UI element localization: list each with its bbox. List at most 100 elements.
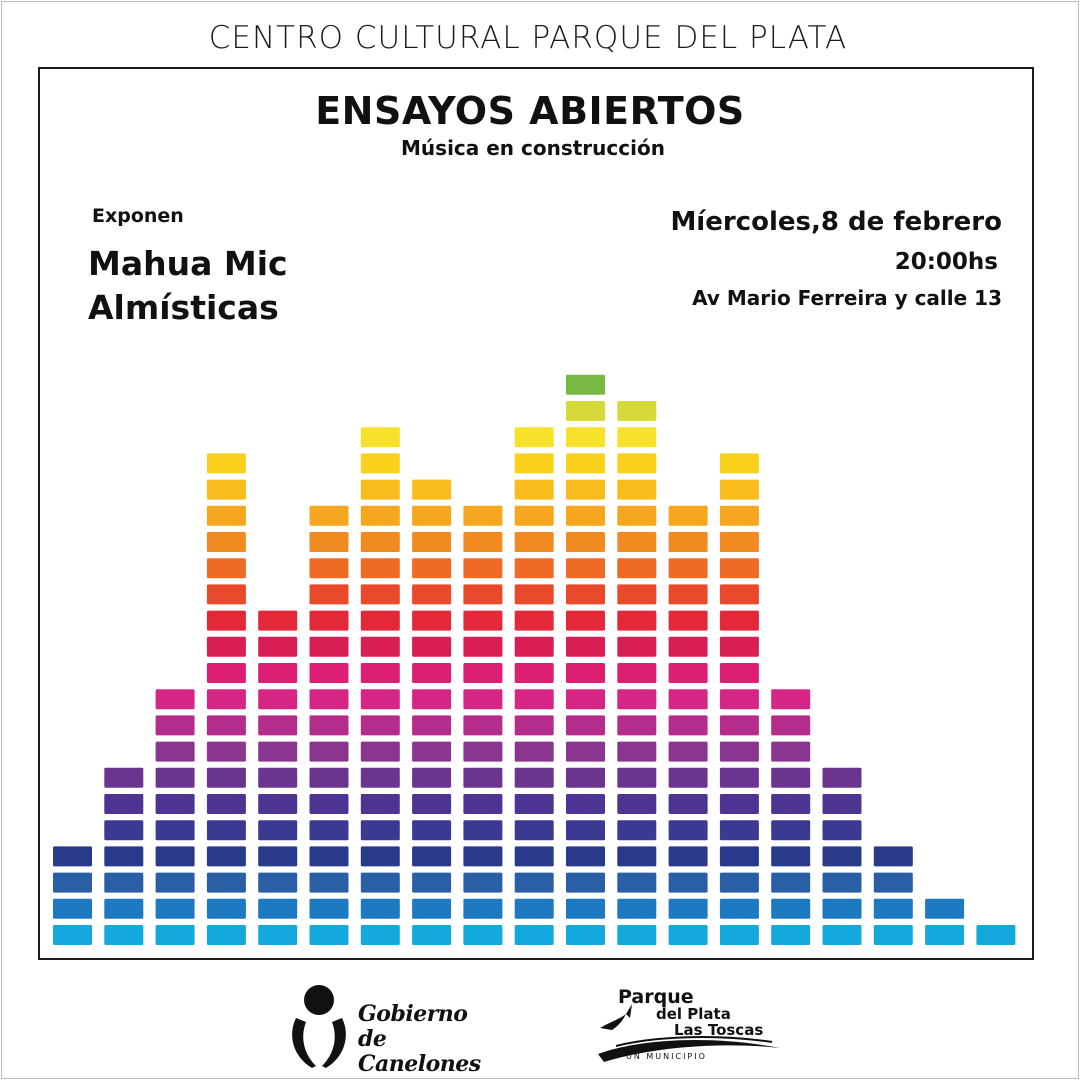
- equalizer-segment: [309, 872, 349, 893]
- equalizer-column: [258, 610, 298, 945]
- equalizer-segment: [463, 925, 503, 945]
- equalizer-column: [104, 767, 144, 945]
- equalizer-segment: [309, 794, 349, 814]
- equalizer-segment: [668, 872, 708, 893]
- equalizer-segment: [822, 846, 862, 867]
- equalizer-segment: [309, 846, 349, 867]
- equalizer-segment: [617, 872, 657, 893]
- event-date: Míercoles,8 de febrero: [670, 207, 1002, 237]
- equalizer-column: [617, 401, 657, 945]
- equalizer-segment: [258, 715, 298, 736]
- equalizer-segment: [719, 584, 759, 605]
- equalizer-segment: [155, 925, 195, 945]
- equalizer-segment: [412, 872, 452, 893]
- equalizer-segment: [566, 794, 605, 814]
- equalizer-segment: [514, 820, 554, 841]
- equalizer-segment: [463, 636, 503, 657]
- equalizer-segment: [258, 898, 298, 919]
- equalizer-segment: [463, 505, 503, 526]
- equalizer-segment: [258, 689, 298, 710]
- equalizer-segment: [668, 584, 708, 605]
- equalizer-segment: [566, 505, 605, 526]
- equalizer-segment: [514, 558, 554, 579]
- equalizer-segment: [873, 846, 913, 867]
- equalizer-segment: [514, 689, 554, 710]
- equalizer-segment: [719, 872, 759, 893]
- equalizer-segment: [719, 532, 759, 552]
- equalizer-segment: [53, 925, 92, 945]
- equalizer-segment: [566, 479, 605, 500]
- equalizer-segment: [360, 794, 400, 814]
- equalizer-segment: [668, 846, 708, 867]
- equalizer-segment: [617, 401, 657, 421]
- equalizer-segment: [617, 453, 657, 474]
- equalizer-segment: [104, 846, 144, 867]
- equalizer-segment: [719, 558, 759, 579]
- equalizer-segment: [771, 689, 811, 710]
- equalizer-segment: [719, 898, 759, 919]
- equalizer-segment: [514, 846, 554, 867]
- equalizer-segment: [206, 453, 246, 474]
- equalizer-segment: [617, 715, 657, 736]
- equalizer-segment: [514, 898, 554, 919]
- equalizer-segment: [617, 846, 657, 867]
- equalizer-segment: [206, 741, 246, 762]
- equalizer-column: [412, 479, 452, 945]
- equalizer-segment: [719, 846, 759, 867]
- equalizer-segment: [566, 767, 605, 788]
- event-subtitle: Música en construcción: [401, 136, 665, 160]
- equalizer-segment: [771, 820, 811, 841]
- equalizer-segment: [104, 872, 144, 893]
- equalizer-segment: [360, 689, 400, 710]
- equalizer-segment: [514, 427, 554, 448]
- equalizer-segment: [463, 558, 503, 579]
- equalizer-segment: [822, 820, 862, 841]
- equalizer-segment: [155, 846, 195, 867]
- equalizer-segment: [412, 532, 452, 552]
- equalizer-segment: [514, 532, 554, 552]
- equalizer-segment: [771, 846, 811, 867]
- equalizer-segment: [360, 453, 400, 474]
- equalizer-segment: [514, 925, 554, 945]
- equalizer-segment: [206, 767, 246, 788]
- equalizer-segment: [206, 872, 246, 893]
- equalizer-segment: [309, 689, 349, 710]
- equalizer-segment: [258, 663, 298, 683]
- equalizer-segment: [514, 741, 554, 762]
- equalizer-column: [925, 898, 965, 945]
- presenter-name: Almísticas: [88, 288, 279, 327]
- equalizer-segment: [104, 794, 144, 814]
- equalizer-segment: [822, 872, 862, 893]
- presenters-label: Exponen: [92, 205, 184, 227]
- equalizer-segment: [309, 898, 349, 919]
- equalizer-segment: [463, 532, 503, 552]
- equalizer-segment: [617, 820, 657, 841]
- equalizer-segment: [463, 715, 503, 736]
- equalizer-segment: [668, 558, 708, 579]
- equalizer-segment: [412, 715, 452, 736]
- equalizer-segment: [309, 820, 349, 841]
- equalizer-segment: [463, 872, 503, 893]
- equalizer-segment: [463, 898, 503, 919]
- equalizer-segment: [566, 898, 605, 919]
- gobierno-canelones-wordmark: Gobierno de Canelones: [358, 1001, 481, 1077]
- equalizer-segment: [873, 898, 913, 919]
- equalizer-segment: [668, 636, 708, 657]
- equalizer-segment: [771, 715, 811, 736]
- equalizer-segment: [412, 505, 452, 526]
- equalizer-segment: [412, 663, 452, 683]
- equalizer-segment: [258, 925, 298, 945]
- equalizer-segment: [258, 767, 298, 788]
- equalizer-segment: [206, 846, 246, 867]
- equalizer-segment: [514, 715, 554, 736]
- equalizer-segment: [206, 636, 246, 657]
- equalizer-segment: [771, 925, 811, 945]
- equalizer-segment: [309, 741, 349, 762]
- equalizer-segment: [719, 715, 759, 736]
- equalizer-segment: [719, 794, 759, 814]
- equalizer-segment: [463, 610, 503, 631]
- municipio-name-line: Las Toscas: [674, 1021, 764, 1039]
- equalizer-segment: [514, 663, 554, 683]
- equalizer-segment: [719, 453, 759, 474]
- event-location: Av Mario Ferreira y calle 13: [692, 286, 1002, 310]
